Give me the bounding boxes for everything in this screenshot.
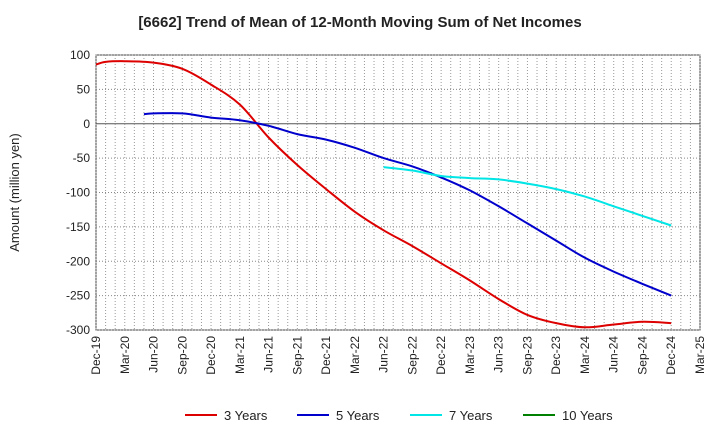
y-axis-title: Amount (million yen) <box>7 133 22 252</box>
x-tick-label: Mar-23 <box>463 336 477 374</box>
x-tick-label: Sep-22 <box>405 336 419 375</box>
x-tick-label: Dec-19 <box>89 336 103 375</box>
y-tick-label: 50 <box>77 82 91 96</box>
x-tick-label: Dec-21 <box>319 336 333 375</box>
y-tick-label: -50 <box>73 151 91 165</box>
x-tick-label: Jun-23 <box>492 336 506 373</box>
x-tick-label: Mar-24 <box>578 336 592 374</box>
x-tick-label: Mar-22 <box>348 336 362 374</box>
x-tick-label: Sep-21 <box>290 336 304 375</box>
series-line-3-years <box>95 60 672 329</box>
x-tick-label: Jun-21 <box>262 336 276 373</box>
x-tick-label: Dec-20 <box>204 336 218 375</box>
legend-label-5-years: 5 Years <box>336 408 380 423</box>
legend-label-7-years: 7 Years <box>449 408 493 423</box>
x-tick-label: Jun-24 <box>607 336 621 373</box>
chart-title: [6662] Trend of Mean of 12-Month Moving … <box>138 14 582 31</box>
legend-label-10-years: 10 Years <box>562 408 613 423</box>
y-tick-label: -100 <box>66 186 90 200</box>
y-tick-label: -200 <box>66 254 90 268</box>
series-line-7-years <box>383 166 672 227</box>
x-tick-label: Dec-24 <box>664 336 678 375</box>
x-tick-label: Sep-24 <box>635 336 649 375</box>
series-line-5-years <box>143 112 672 297</box>
x-tick-label: Mar-25 <box>693 336 707 374</box>
x-tick-label: Dec-22 <box>434 336 448 375</box>
y-tick-label: -250 <box>66 289 90 303</box>
x-tick-label: Sep-20 <box>175 336 189 375</box>
x-tick-label: Sep-23 <box>520 336 534 375</box>
x-tick-label: Mar-20 <box>118 336 132 374</box>
legend-label-3-years: 3 Years <box>224 408 268 423</box>
y-tick-label: -300 <box>66 323 90 337</box>
y-tick-label: 100 <box>70 48 90 62</box>
x-tick-label: Dec-23 <box>549 336 563 375</box>
y-tick-label: -150 <box>66 220 90 234</box>
x-tick-label: Jun-22 <box>377 336 391 373</box>
x-tick-label: Jun-20 <box>147 336 161 373</box>
y-tick-label: 0 <box>83 117 90 131</box>
x-tick-label: Mar-21 <box>233 336 247 374</box>
